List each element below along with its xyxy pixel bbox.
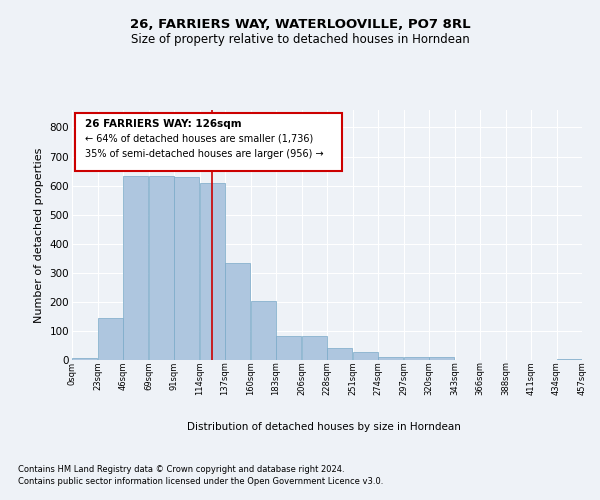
Bar: [225, 262, 250, 360]
Y-axis label: Number of detached properties: Number of detached properties: [34, 148, 44, 322]
Bar: [327, 348, 352, 360]
Bar: [72, 358, 97, 360]
Text: ← 64% of detached houses are smaller (1,736): ← 64% of detached houses are smaller (1,…: [85, 134, 313, 144]
Text: 26 FARRIERS WAY: 126sqm: 26 FARRIERS WAY: 126sqm: [85, 118, 241, 128]
Bar: [429, 357, 454, 360]
Text: 35% of semi-detached houses are larger (956) →: 35% of semi-detached houses are larger (…: [85, 149, 323, 159]
Bar: [302, 336, 327, 360]
Text: Size of property relative to detached houses in Horndean: Size of property relative to detached ho…: [131, 32, 469, 46]
Bar: [98, 318, 123, 360]
Bar: [123, 176, 148, 360]
Bar: [276, 336, 301, 360]
Bar: [251, 301, 276, 360]
Bar: [557, 358, 582, 360]
Text: Contains HM Land Registry data © Crown copyright and database right 2024.: Contains HM Land Registry data © Crown c…: [18, 465, 344, 474]
Bar: [174, 177, 199, 360]
Bar: [200, 182, 225, 360]
Text: Distribution of detached houses by size in Horndean: Distribution of detached houses by size …: [187, 422, 461, 432]
Bar: [149, 176, 174, 360]
Text: 26, FARRIERS WAY, WATERLOOVILLE, PO7 8RL: 26, FARRIERS WAY, WATERLOOVILLE, PO7 8RL: [130, 18, 470, 30]
FancyBboxPatch shape: [74, 112, 342, 171]
Text: Contains public sector information licensed under the Open Government Licence v3: Contains public sector information licen…: [18, 478, 383, 486]
Bar: [378, 357, 403, 360]
Bar: [353, 352, 378, 360]
Bar: [404, 357, 429, 360]
